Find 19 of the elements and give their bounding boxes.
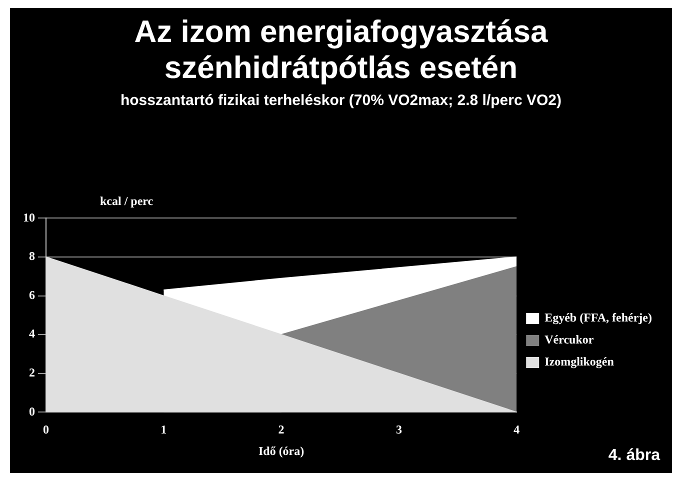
y-tick-label: 8	[29, 249, 35, 264]
legend-label: Egyéb (FFA, fehérje)	[544, 310, 652, 325]
x-tick-label: 3	[396, 422, 402, 436]
x-tick-label: 4	[514, 422, 520, 436]
text: 4. ábra	[608, 447, 660, 465]
legend-label: Izomglikogén	[544, 354, 614, 369]
x-axis-title: Idő (óra)	[258, 444, 304, 458]
y-tick-label: 4	[29, 326, 35, 341]
legend-label: Vércukor	[544, 332, 594, 347]
y-tick-label: 10	[23, 210, 35, 224]
y-tick-label: 6	[29, 288, 35, 302]
y-axis-title: kcal / perc	[100, 194, 154, 209]
x-tick-label: 2	[278, 422, 284, 436]
y-tick-label: 2	[29, 365, 35, 380]
x-tick-label: 1	[160, 422, 167, 436]
x-tick-label: 0	[43, 422, 49, 436]
chart-title: Az izom energiafogyasztása szénhidrátpótlás esetén	[133, 14, 549, 86]
y-tick-label: 0	[29, 404, 35, 418]
chart-subtitle: hosszantartó fizikai terheléskor (70% VO2max; 2.8 l/perc VO2)	[119, 92, 562, 109]
